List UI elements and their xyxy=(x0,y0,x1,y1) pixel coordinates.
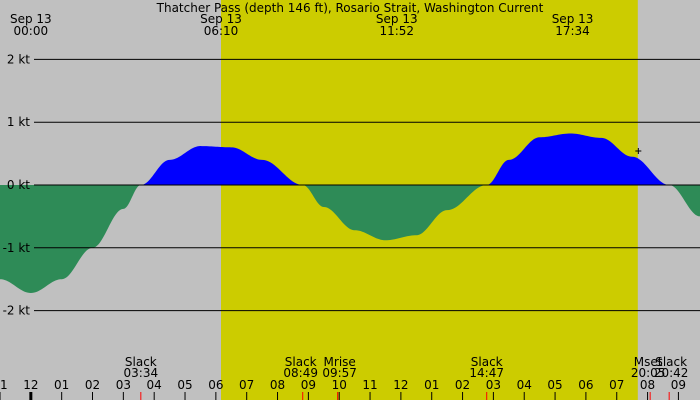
event-time: 03:34 xyxy=(124,366,159,380)
hour-label: 03 xyxy=(116,378,131,392)
y-tick-label: 0 kt xyxy=(7,178,30,192)
event-time: 20:42 xyxy=(654,366,689,380)
hour-label: 03 xyxy=(486,378,501,392)
hour-label: 09 xyxy=(671,378,686,392)
hour-label: 07 xyxy=(239,378,254,392)
event-time: 08:49 xyxy=(283,366,318,380)
current-area-layer xyxy=(0,133,700,294)
event-time: 14:47 xyxy=(469,366,504,380)
ebb-area-0 xyxy=(0,185,141,294)
y-tick-label: -1 kt xyxy=(3,241,31,255)
y-tick-label: 2 kt xyxy=(7,52,30,66)
hour-label: 08 xyxy=(270,378,285,392)
top-time-label: 06:10 xyxy=(204,24,239,38)
hour-label: 05 xyxy=(177,378,192,392)
event-label: Mrise xyxy=(324,355,356,369)
flood-area-1 xyxy=(140,146,303,185)
hour-label: 07 xyxy=(609,378,624,392)
hour-label: 01 xyxy=(54,378,69,392)
top-time-label: 17:34 xyxy=(555,24,590,38)
flood-area-3 xyxy=(486,133,670,185)
hour-label: 06 xyxy=(208,378,223,392)
hour-label: 05 xyxy=(547,378,562,392)
grid-layer xyxy=(34,58,700,312)
hour-label: 10 xyxy=(332,378,347,392)
hour-label: 12 xyxy=(393,378,408,392)
hour-label: 04 xyxy=(147,378,162,392)
ebb-area-2 xyxy=(302,185,487,241)
position-marker xyxy=(635,148,642,154)
hour-label: 12 xyxy=(23,378,38,392)
hour-label: 11 xyxy=(0,378,8,392)
event-labels: Slack03:34Slack08:49Mrise09:57Slack14:47… xyxy=(124,355,689,400)
hour-label: 02 xyxy=(85,378,100,392)
top-time-label: 11:52 xyxy=(379,24,414,38)
event-label: Slack xyxy=(471,355,503,369)
top-time-label: 00:00 xyxy=(14,24,49,38)
hour-label: 11 xyxy=(362,378,377,392)
event-time: 20:05 xyxy=(631,366,666,380)
hour-label: 02 xyxy=(455,378,470,392)
event-label: Slack xyxy=(285,355,317,369)
hour-axis: 11 12 01 02 03 04 05 06 07 08 09 10 11 12 01 02 03 04 05 06… xyxy=(0,378,686,400)
top-date-label: Sep 13 xyxy=(552,12,594,26)
hour-label: 08 xyxy=(640,378,655,392)
chart-title: Thatcher Pass (depth 146 ft), Rosario St… xyxy=(156,1,544,15)
event-time: 09:57 xyxy=(322,366,357,380)
event-label: Slack xyxy=(655,355,687,369)
hour-label: 04 xyxy=(517,378,532,392)
hour-label: 01 xyxy=(424,378,439,392)
y-axis-labels: 2 kt 1 kt 0 kt -1 kt -2 kt xyxy=(3,52,31,317)
y-tick-label: -2 kt xyxy=(3,304,31,318)
hour-label: 06 xyxy=(578,378,593,392)
top-date-label: Sep 13 xyxy=(10,12,52,26)
top-date-label: Sep 13 xyxy=(200,12,242,26)
top-date-label: Sep 13 xyxy=(376,12,418,26)
hour-label: 09 xyxy=(301,378,316,392)
event-label: Slack xyxy=(125,355,157,369)
y-tick-label: 1 kt xyxy=(7,115,30,129)
event-label: Mset xyxy=(634,355,663,369)
ebb-area-4 xyxy=(669,185,700,217)
